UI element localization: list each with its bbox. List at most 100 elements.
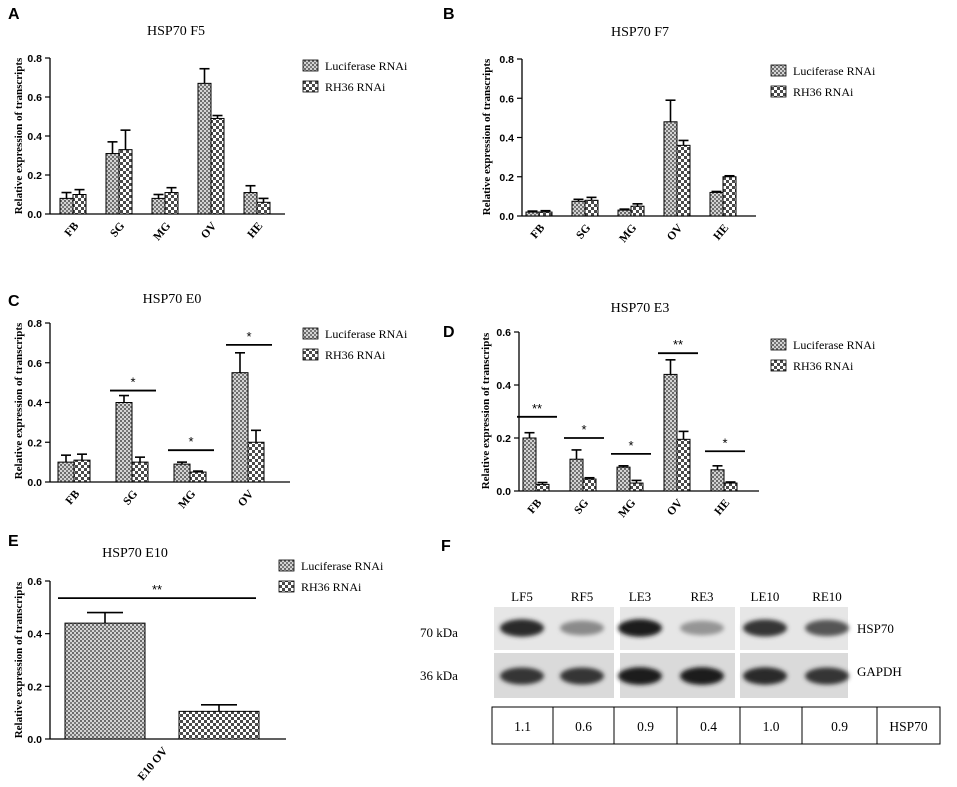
legend-swatch-luciferase — [770, 338, 787, 351]
chart-panel-c: C HSP70 E0 Relative expression of transcri… — [8, 292, 408, 511]
y-tick-label: 0.2 — [27, 170, 42, 182]
y-tick-label: 0.0 — [499, 211, 514, 223]
legend-swatch-rh36 — [770, 85, 787, 98]
y-tick-label: 0.4 — [27, 131, 42, 143]
y-tick-label: 0.0 — [27, 477, 42, 489]
bar-rh36-he — [722, 176, 737, 217]
y-axis-label: Relative expression of transcripts — [480, 332, 492, 489]
x-tick-label: FB — [529, 222, 548, 241]
y-tick-label: 0.6 — [27, 576, 42, 588]
legend-swatch-rh36 — [278, 580, 295, 593]
blot-band-gapdh — [618, 667, 662, 685]
western-blot-panel: F LF5 RF5 LE3 RE3 LE10 RE10 70 kDa 36 kDa HSP… — [420, 538, 941, 745]
x-tick-label: SG — [108, 220, 127, 240]
significance-marker: ** — [673, 337, 683, 352]
y-axis-label: Relative expression of transcripts — [13, 581, 25, 738]
bar-rh36-he — [256, 201, 271, 215]
x-tick-label: MG — [616, 497, 638, 520]
lane-label-le3: LE3 — [629, 589, 651, 604]
bar-rh36-fb — [535, 483, 550, 492]
quant-value-lf5: 1.1 — [514, 719, 531, 734]
y-tick-label: 0.0 — [27, 734, 42, 746]
legend-label-rh36: RH36 RNAi — [325, 80, 386, 94]
legend-label-luciferase: Luciferase RNAi — [793, 338, 876, 352]
lane-label-le10: LE10 — [751, 589, 780, 604]
bar-luciferase-fb — [525, 211, 540, 217]
bar-rh36-mg — [164, 192, 179, 215]
chart-title: HSP70 E10 — [102, 546, 168, 561]
protein-label-hsp70: HSP70 — [857, 621, 894, 636]
chart-title: HSP70 E0 — [143, 292, 202, 307]
blot-band-gapdh — [680, 667, 724, 685]
x-tick-label: OV — [665, 222, 686, 243]
bar-luciferase-mg — [151, 197, 166, 215]
x-tick-label: HE — [711, 222, 731, 243]
blot-band-hsp70 — [500, 619, 544, 637]
x-tick-label: MG — [151, 220, 173, 243]
significance-marker: * — [581, 422, 586, 437]
chart-title: HSP70 F7 — [611, 25, 669, 40]
quantification-table: 1.1 0.6 0.9 0.4 1.0 0.9 HSP70 — [491, 706, 941, 745]
lane-labels: LF5 RF5 LE3 RE3 LE10 RE10 — [511, 589, 842, 604]
bar-luciferase-ov — [663, 121, 678, 217]
panel-letter-d: D — [443, 324, 455, 341]
bar-rh36-e10-ov — [178, 710, 260, 740]
y-tick-label: 0.6 — [27, 358, 42, 370]
y-tick-label: 0.4 — [27, 398, 42, 410]
legend-label-luciferase: Luciferase RNAi — [325, 327, 408, 341]
y-tick-label: 0.6 — [496, 327, 511, 339]
significance-marker: * — [130, 375, 135, 390]
lane-label-rf5: RF5 — [571, 589, 593, 604]
x-tick-label: SG — [574, 222, 593, 242]
y-tick-label: 0.2 — [27, 681, 42, 693]
quant-table-border — [491, 706, 941, 745]
legend-swatch-rh36 — [302, 80, 319, 93]
chart-panel-a: A HSP70 F5 Relative expression of transcri… — [8, 6, 408, 243]
x-tick-label: HE — [245, 220, 265, 241]
legend-swatch-luciferase — [770, 64, 787, 77]
y-tick-label: 0.4 — [27, 629, 42, 641]
quant-value-le3: 0.9 — [637, 719, 654, 734]
blot-band-gapdh — [743, 667, 787, 685]
y-tick-label: 0.8 — [499, 54, 514, 66]
bar-luciferase-ov — [663, 373, 678, 492]
y-tick-label: 0.0 — [496, 486, 511, 498]
x-tick-label: FB — [526, 497, 545, 516]
chart-panel-b: B HSP70 F7 Relative expression of transcri… — [443, 6, 876, 245]
bar-rh36-mg — [629, 482, 644, 492]
panel-letter-b: B — [443, 6, 455, 23]
x-tick-label: SG — [572, 497, 591, 517]
y-tick-label: 0.0 — [27, 209, 42, 221]
quant-value-rf5: 0.6 — [575, 719, 592, 734]
significance-marker: * — [722, 435, 727, 450]
y-tick-label: 0.4 — [499, 133, 514, 145]
y-tick-label: 0.8 — [27, 53, 42, 65]
bar-luciferase-ov — [231, 372, 249, 483]
bar-rh36-ov — [676, 144, 691, 217]
bar-rh36-ov — [247, 441, 265, 483]
chart-title: HSP70 E3 — [611, 301, 670, 316]
bar-rh36-he — [723, 482, 738, 492]
significance-marker: ** — [152, 582, 162, 597]
y-axis-label: Relative expression of transcripts — [13, 322, 25, 479]
legend-label-rh36: RH36 RNAi — [301, 580, 362, 594]
bar-luciferase-mg — [617, 209, 632, 217]
marker-36kda: 36 kDa — [420, 668, 458, 683]
bar-rh36-ov — [210, 117, 225, 215]
bar-luciferase-he — [243, 192, 258, 215]
bar-rh36-fb — [538, 211, 553, 217]
x-tick-label: SG — [121, 488, 140, 508]
quant-label: HSP70 — [889, 719, 928, 734]
y-tick-label: 0.6 — [27, 92, 42, 104]
quant-value-le10: 1.0 — [763, 719, 780, 734]
lane-label-lf5: LF5 — [511, 589, 533, 604]
bar-luciferase-sg — [105, 153, 120, 215]
legend-swatch-luciferase — [302, 59, 319, 72]
x-tick-label: OV — [199, 220, 220, 241]
significance-marker: ** — [532, 401, 542, 416]
legend-swatch-rh36 — [302, 348, 319, 361]
blot-band-hsp70 — [618, 619, 662, 637]
significance-marker: * — [246, 329, 251, 344]
y-axis-label: Relative expression of transcripts — [481, 58, 493, 215]
legend-label-luciferase: Luciferase RNAi — [793, 64, 876, 78]
